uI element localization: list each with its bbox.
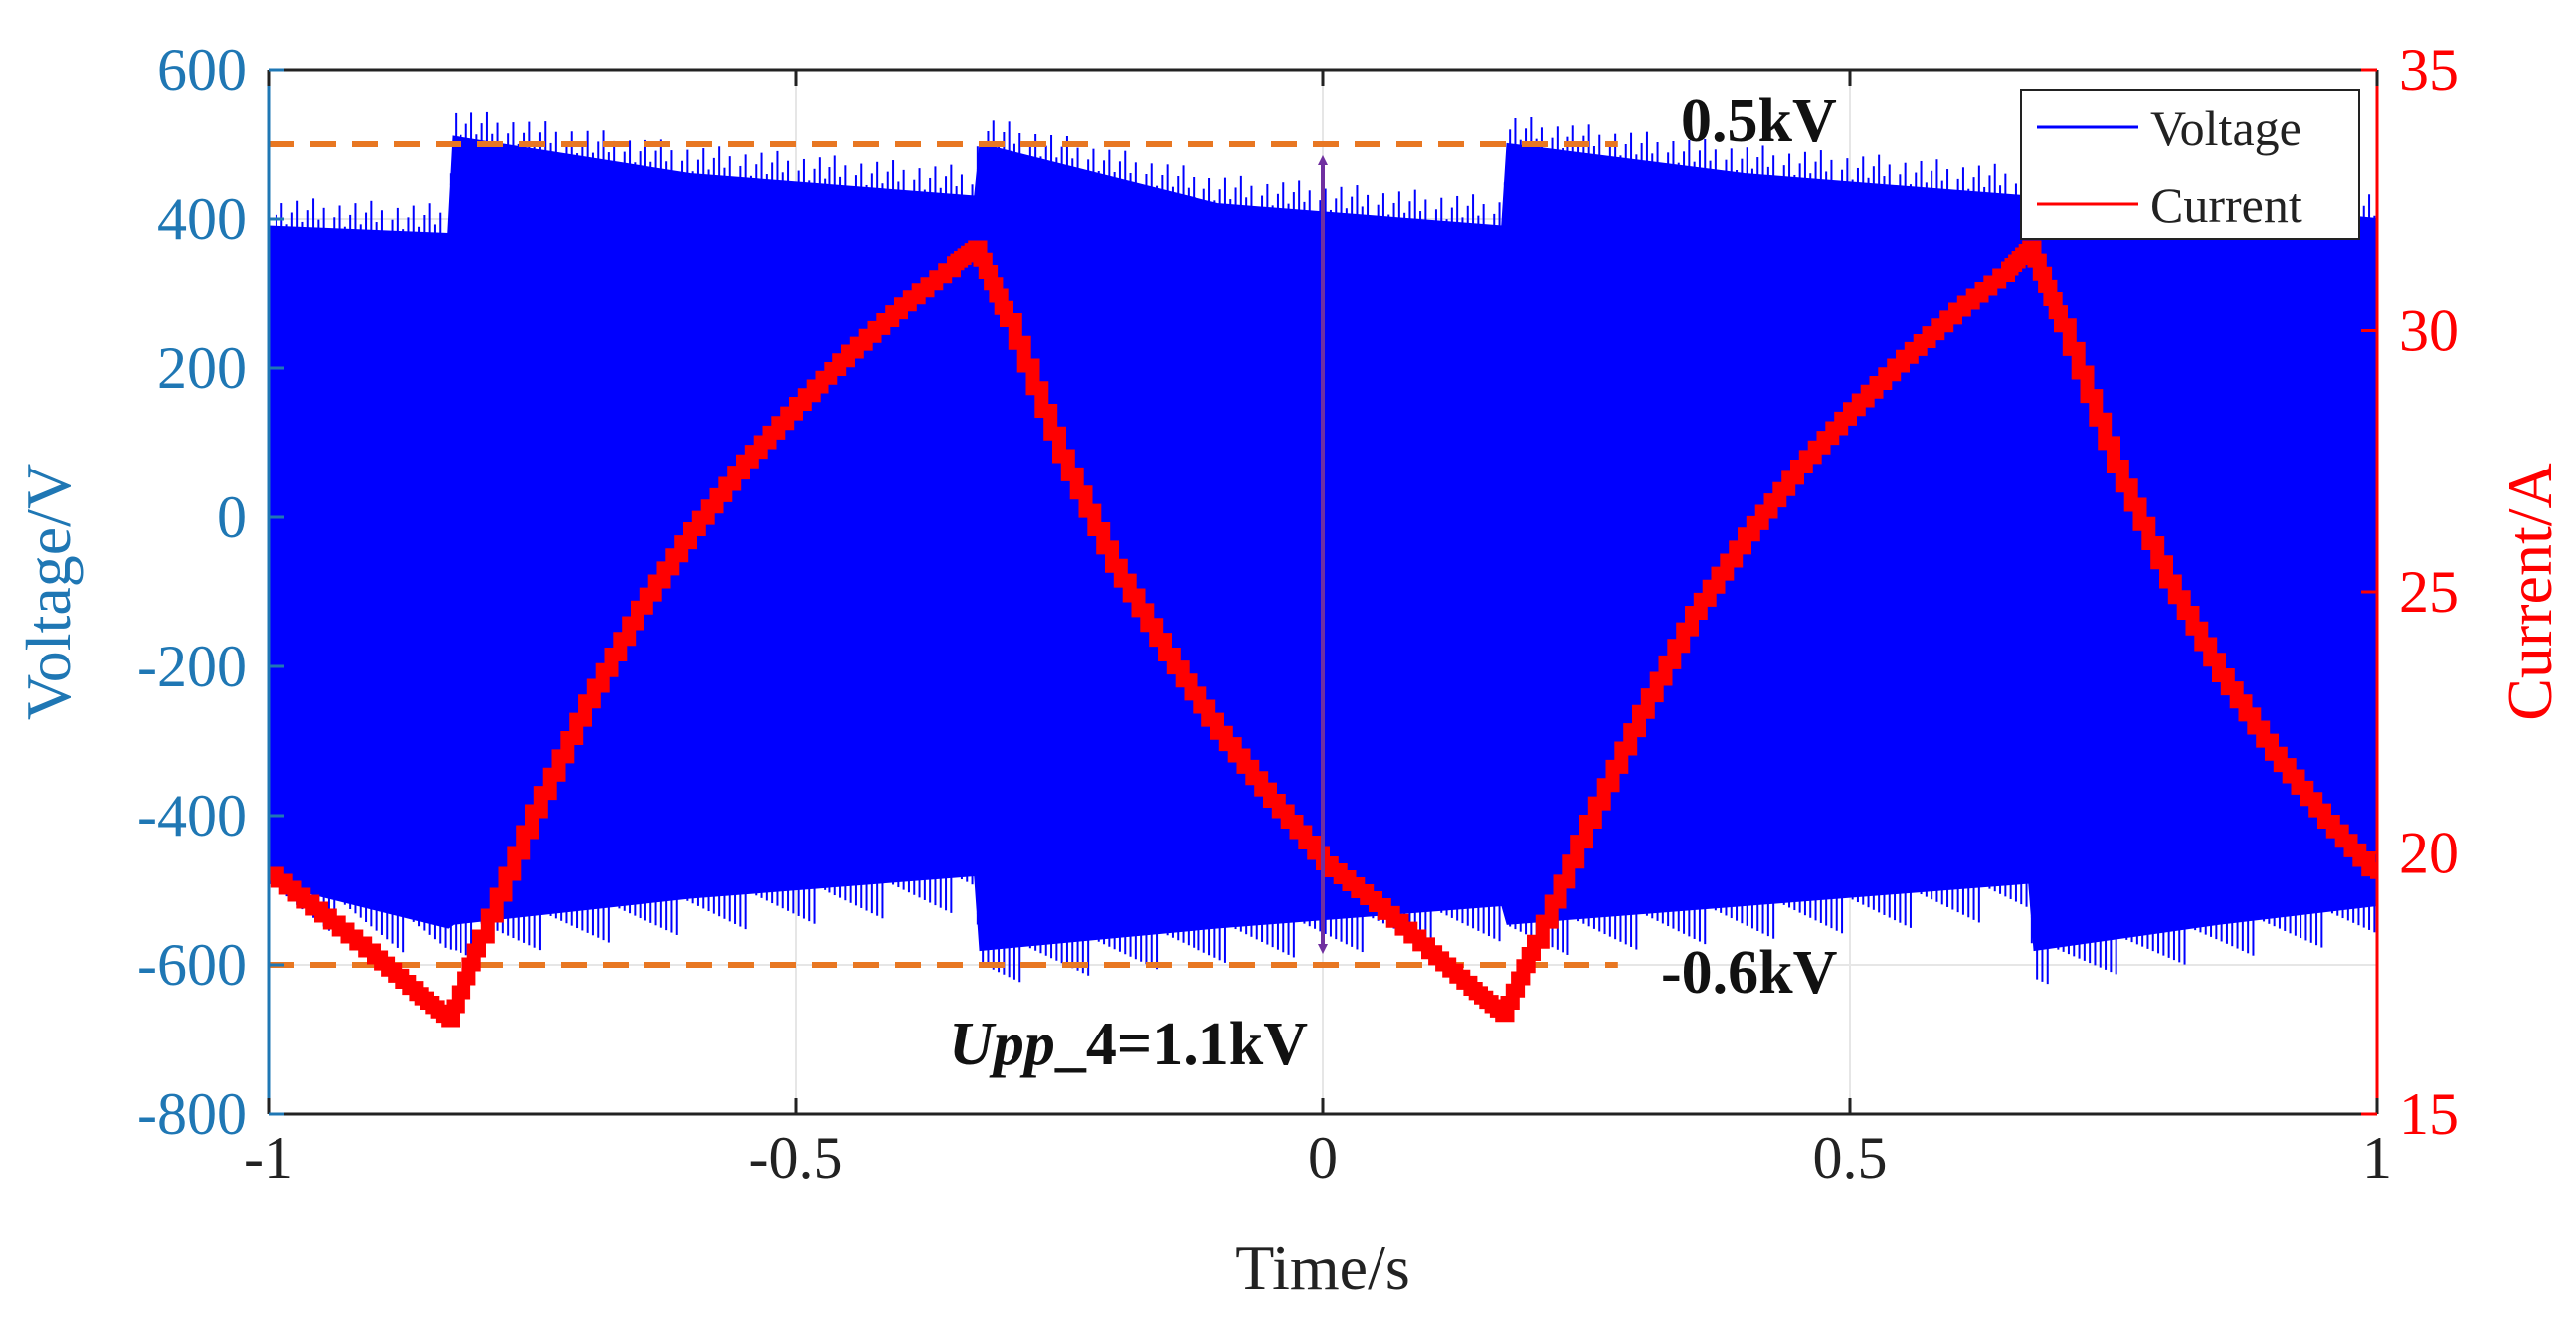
y-left-tick-label: -800 — [137, 1081, 247, 1147]
y-left-tick-label: 0 — [217, 484, 247, 550]
x-axis-label: Time/s — [1235, 1232, 1410, 1303]
amplitude-annotation-italic: Upp — [949, 1011, 1055, 1078]
x-tick-label: 0.5 — [1813, 1125, 1888, 1191]
legend-label-current: Current — [2150, 177, 2302, 233]
x-tick-label: 0 — [1308, 1125, 1338, 1191]
amplitude-annotation-label: Upp_4=1.1kV — [949, 1011, 1308, 1078]
reference-label-upper: 0.5kV — [1681, 88, 1837, 155]
legend-box — [2020, 89, 2360, 240]
x-tick-label: -0.5 — [749, 1125, 843, 1191]
legend-label-voltage: Voltage — [2150, 100, 2301, 156]
y-right-tick-label: 15 — [2399, 1081, 2459, 1147]
legend: Voltage Current — [2020, 89, 2360, 240]
y-right-tick-label: 25 — [2399, 559, 2459, 625]
tick-labels: -1 -0.5 0 0.5 1 -800 -600 -400 -200 0 200 400 600 15 2… — [137, 37, 2459, 1191]
y-right-tick-label: 35 — [2399, 37, 2459, 102]
y-left-tick-label: -200 — [137, 634, 247, 699]
y-left-tick-label: 400 — [157, 186, 247, 252]
y-left-tick-label: 200 — [157, 335, 247, 401]
x-tick-label: 1 — [2362, 1125, 2392, 1191]
y-axis-left-label: Voltage/V — [13, 464, 84, 720]
reference-label-lower: -0.6kV — [1661, 939, 1838, 1007]
x-tick-label: -1 — [244, 1125, 293, 1191]
y-right-tick-label: 30 — [2399, 298, 2459, 364]
amplitude-annotation-rest: _4=1.1kV — [1054, 1011, 1308, 1078]
y-axis-right-label: Current/A — [2494, 463, 2565, 721]
axes — [267, 68, 2379, 1116]
y-left-tick-label: 600 — [157, 37, 247, 102]
y-right-tick-label: 20 — [2399, 821, 2459, 886]
reference-lines — [269, 141, 1618, 968]
y-left-tick-label: -600 — [137, 932, 247, 998]
y-left-tick-label: -400 — [137, 783, 247, 848]
